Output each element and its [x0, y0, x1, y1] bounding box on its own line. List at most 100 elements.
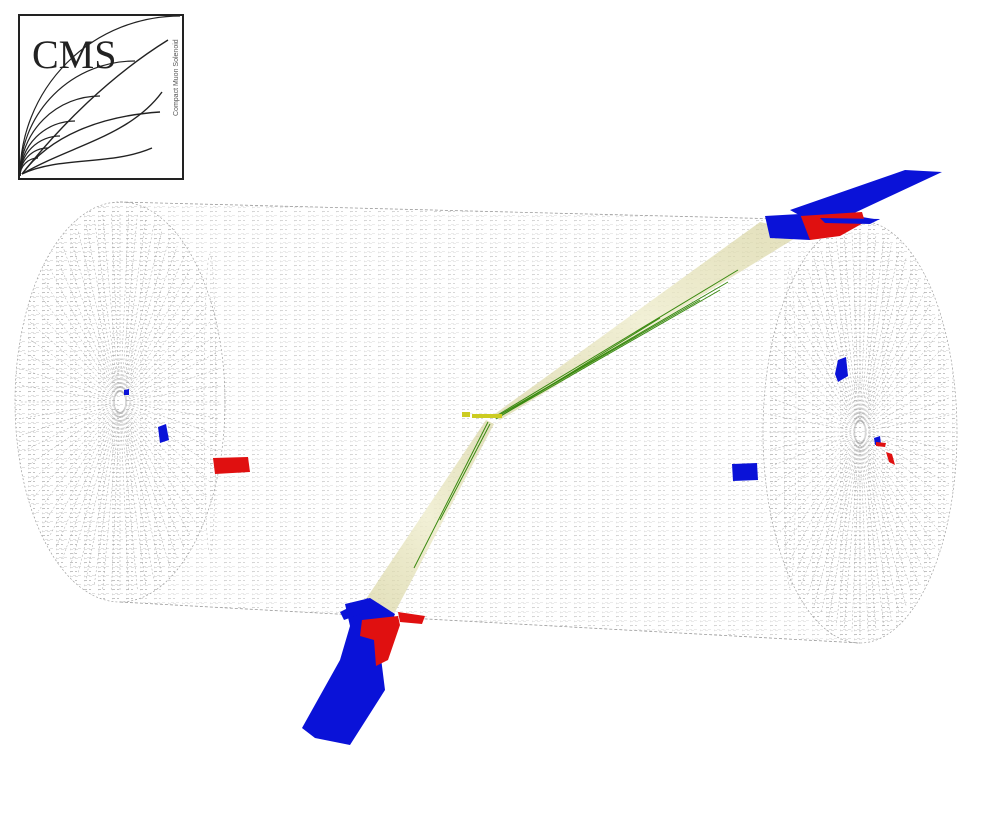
- endcap-spoke: [864, 379, 950, 430]
- endcap-spoke: [773, 363, 856, 429]
- endcap-spoke: [769, 396, 856, 431]
- endcap-spoke: [111, 212, 120, 393]
- endcap-spoke: [33, 406, 116, 498]
- endcap-spoke: [29, 321, 116, 398]
- endcap-spoke: [125, 403, 219, 436]
- endcap-spoke: [69, 410, 118, 567]
- endcap-spoke: [85, 223, 119, 393]
- endcap-spoke: [124, 292, 202, 397]
- endcap-spoke: [864, 414, 952, 432]
- endcap-spoke: [29, 406, 116, 483]
- endcap-spoke: [93, 411, 119, 586]
- endcap-spoke: [861, 442, 885, 626]
- ecal-tower: [360, 616, 400, 666]
- endcap-spoke: [120, 411, 129, 592]
- endcap-spoke: [863, 316, 936, 427]
- primary-vertex: [462, 412, 502, 418]
- endcap-spoke: [55, 409, 117, 548]
- endcap-spoke: [69, 237, 118, 394]
- endcap-spoke: [864, 363, 947, 429]
- endcap-spoke: [125, 368, 219, 401]
- endcap-spoke: [768, 432, 856, 450]
- endcap-spoke: [863, 438, 931, 561]
- endcap-spoke: [55, 256, 117, 395]
- endcap-spoke: [794, 290, 857, 425]
- upper-jet-cone: [492, 222, 805, 420]
- endcap-spoke: [863, 290, 926, 425]
- hcal-tower: [820, 218, 880, 224]
- hcal-tower: [765, 214, 810, 240]
- endcap-spoke: [43, 279, 117, 396]
- endcap-spoke: [813, 258, 858, 423]
- endcap-spoke: [820, 441, 859, 614]
- endcap-spoke: [124, 406, 207, 498]
- endcap-spoke: [124, 321, 211, 398]
- endcap-spoke: [806, 440, 858, 597]
- logo-subtitle: Compact Muon Solenoid: [173, 39, 180, 116]
- logo-title: CMS: [32, 32, 117, 77]
- endcap-spoke: [860, 234, 877, 422]
- endcap-spoke: [862, 258, 907, 423]
- endcap-spoke: [864, 432, 952, 450]
- endcap-spoke: [863, 439, 926, 574]
- endcap-spoke: [23, 352, 116, 400]
- endcap-spoke: [862, 439, 920, 586]
- track: [413, 421, 489, 569]
- endcap-spoke: [864, 433, 951, 468]
- track: [496, 289, 721, 419]
- endcap-spoke: [864, 437, 940, 533]
- endcap-spoke: [864, 435, 947, 501]
- endcap-spoke: [21, 368, 115, 401]
- endcap-spoke: [123, 409, 185, 548]
- endcap-spoke: [843, 442, 860, 630]
- endcap-spoke: [121, 223, 155, 393]
- endcap-spoke: [789, 438, 857, 561]
- endcap-spoke: [121, 411, 147, 586]
- endcap-spoke: [780, 437, 856, 533]
- endcap-spoke: [121, 218, 147, 393]
- cms-logo: CMS Compact Muon Solenoid: [18, 14, 184, 180]
- endcap-spoke: [863, 303, 931, 426]
- endcap-spoke: [800, 278, 858, 425]
- endcap-spoke: [862, 441, 907, 606]
- endcap-spoke: [835, 238, 859, 422]
- endcap-spoke: [123, 256, 185, 395]
- ecal-cell: [886, 452, 895, 465]
- endcap-spoke: [861, 250, 900, 423]
- hcal-tower: [790, 170, 942, 220]
- endcap-spoke: [43, 408, 117, 525]
- track: [495, 269, 739, 417]
- endcap-spoke: [864, 347, 944, 428]
- endcap-spoke: [863, 437, 936, 548]
- endcap-spoke: [789, 303, 857, 426]
- ecal-cell: [876, 442, 886, 447]
- endcap-spoke: [21, 403, 115, 436]
- jet-cones: [360, 222, 805, 612]
- endcap-spoke: [120, 212, 129, 393]
- endcap-spoke: [860, 442, 877, 630]
- ecal-tower: [398, 612, 425, 624]
- endcap-spoke: [124, 352, 217, 400]
- endcap-spoke: [770, 379, 856, 430]
- track: [439, 423, 491, 521]
- ecal-cell: [213, 457, 250, 474]
- endcap-spoke: [776, 436, 856, 517]
- endcap-spoke: [124, 306, 207, 398]
- endcap-spoke: [784, 316, 857, 427]
- endcap-spoke: [120, 411, 138, 590]
- endcap-spoke: [124, 404, 217, 452]
- endcap-spoke: [843, 234, 860, 422]
- endcap-spoke: [776, 347, 856, 428]
- endcap-spoke: [780, 331, 856, 427]
- endcap-spoke: [123, 279, 197, 396]
- endcap-spoke: [813, 441, 858, 606]
- endcap-spoke: [33, 306, 116, 398]
- cms-logo-graphic: CMS Compact Muon Solenoid: [20, 16, 181, 177]
- endcap-spoke: [800, 439, 858, 586]
- endcap-spoke: [768, 414, 856, 432]
- endcap-spoke: [93, 218, 119, 393]
- endcap-spoke: [860, 232, 869, 422]
- hcal-cell: [158, 424, 169, 443]
- endcap-spoke: [861, 441, 900, 614]
- endcap-spoke: [806, 267, 858, 424]
